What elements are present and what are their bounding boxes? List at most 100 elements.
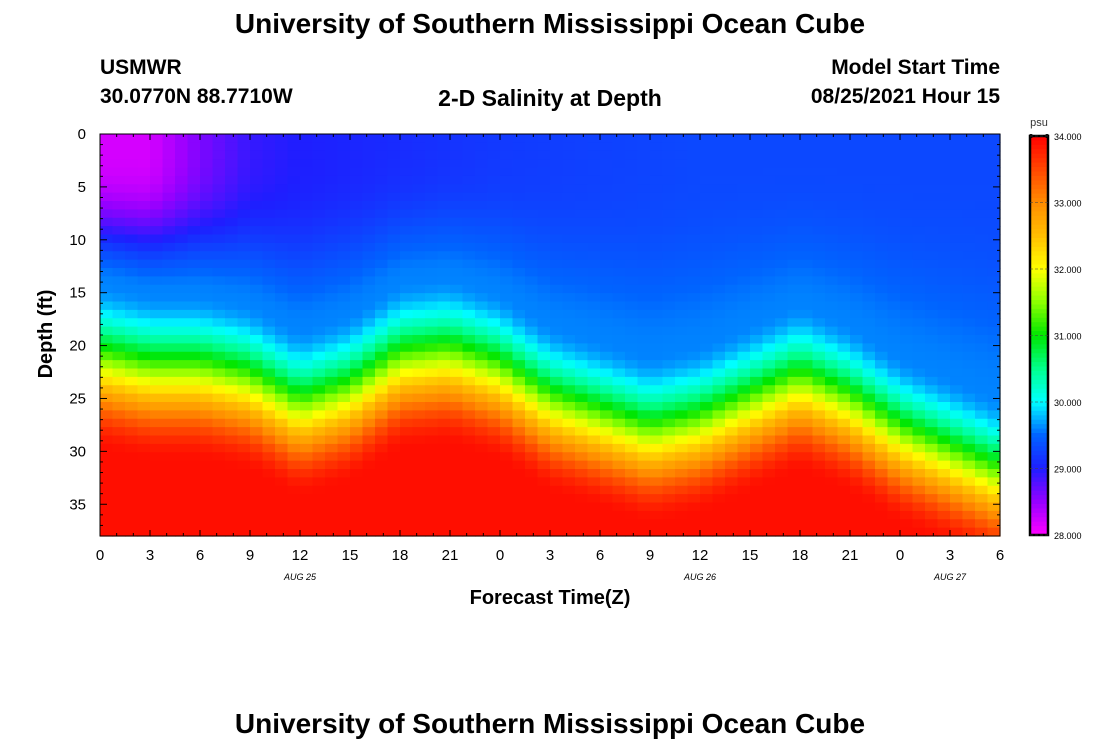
heatmap-cell xyxy=(112,410,126,420)
heatmap-cell xyxy=(662,142,676,152)
heatmap-cell xyxy=(837,418,851,428)
heatmap-cell xyxy=(250,452,264,462)
heatmap-cell xyxy=(487,435,501,445)
heatmap-cell xyxy=(512,184,526,194)
heatmap-cell xyxy=(212,494,226,504)
heatmap-cell xyxy=(662,360,676,370)
heatmap-cell xyxy=(125,519,139,529)
heatmap-cell xyxy=(862,360,876,370)
heatmap-cell xyxy=(450,494,464,504)
heatmap-cell xyxy=(800,460,814,470)
heatmap-cell xyxy=(500,376,514,386)
heatmap-cell xyxy=(862,217,876,227)
heatmap-cell xyxy=(537,318,551,328)
x-tick-label: 3 xyxy=(946,547,954,564)
heatmap-cell xyxy=(637,376,651,386)
heatmap-cell xyxy=(925,301,939,311)
heatmap-cell xyxy=(787,485,801,495)
heatmap-cell xyxy=(700,460,714,470)
heatmap-cell xyxy=(525,519,539,529)
heatmap-cell xyxy=(275,142,289,152)
heatmap-cell xyxy=(500,368,514,378)
heatmap-cell xyxy=(650,175,664,185)
heatmap-cell xyxy=(362,251,376,261)
colorbar-segment xyxy=(1030,455,1048,461)
heatmap-cell xyxy=(887,142,901,152)
heatmap-cell xyxy=(375,343,389,353)
heatmap-cell xyxy=(887,159,901,169)
heatmap-cell xyxy=(562,159,576,169)
heatmap-cell xyxy=(125,385,139,395)
heatmap-cell xyxy=(387,293,401,303)
heatmap-cell xyxy=(550,343,564,353)
heatmap-cell xyxy=(512,335,526,344)
heatmap-cell xyxy=(300,393,314,403)
heatmap-cell xyxy=(337,175,351,185)
heatmap-cell xyxy=(300,242,314,252)
heatmap-cell xyxy=(875,201,889,210)
heatmap-cell xyxy=(350,217,364,227)
heatmap-cell xyxy=(125,159,139,169)
heatmap-cell xyxy=(712,485,726,495)
heatmap-cell xyxy=(437,284,451,294)
heatmap-cell xyxy=(637,134,651,143)
heatmap-cell xyxy=(287,519,301,529)
heatmap-cell xyxy=(250,510,264,520)
heatmap-cell xyxy=(800,343,814,353)
heatmap-cell xyxy=(912,360,926,370)
heatmap-cell xyxy=(675,443,689,453)
heatmap-cell xyxy=(262,410,276,420)
heatmap-cell xyxy=(987,360,1001,370)
heatmap-cell xyxy=(100,293,114,303)
heatmap-cell xyxy=(500,427,514,437)
heatmap-cell xyxy=(625,343,639,353)
heatmap-cell xyxy=(987,251,1001,261)
heatmap-cell xyxy=(837,527,851,537)
heatmap-cell xyxy=(425,494,439,504)
heatmap-cell xyxy=(775,393,789,403)
heatmap-cell xyxy=(537,301,551,311)
colorbar-segment xyxy=(1030,255,1048,261)
heatmap-cells xyxy=(100,134,1001,537)
heatmap-cell xyxy=(825,142,839,152)
heatmap-cell xyxy=(350,268,364,277)
y-tick-label: 20 xyxy=(69,338,86,355)
heatmap-cell xyxy=(225,192,239,202)
heatmap-cell xyxy=(887,309,901,319)
heatmap-cell xyxy=(212,309,226,319)
heatmap-cell xyxy=(837,368,851,378)
heatmap-cell xyxy=(275,242,289,252)
heatmap-cell xyxy=(837,192,851,202)
heatmap-cell xyxy=(637,192,651,202)
heatmap-cell xyxy=(950,318,964,328)
heatmap-cell xyxy=(512,301,526,311)
heatmap-cell xyxy=(162,309,176,319)
heatmap-cell xyxy=(312,418,326,428)
heatmap-cell xyxy=(750,184,764,194)
heatmap-cell xyxy=(287,209,301,219)
heatmap-cell xyxy=(637,217,651,227)
heatmap-cell xyxy=(450,259,464,269)
colorbar-segment xyxy=(1030,437,1048,443)
heatmap-cell xyxy=(900,351,914,361)
heatmap-cell xyxy=(787,268,801,277)
heatmap-cell xyxy=(487,226,501,236)
heatmap-cell xyxy=(437,351,451,361)
heatmap-cell xyxy=(687,175,701,185)
heatmap-cell xyxy=(425,318,439,328)
heatmap-cell xyxy=(962,175,976,185)
heatmap-cell xyxy=(250,494,264,504)
heatmap-cell xyxy=(800,259,814,269)
heatmap-cell xyxy=(612,209,626,219)
heatmap-cell xyxy=(762,385,776,395)
heatmap-cell xyxy=(837,502,851,512)
heatmap-cell xyxy=(712,209,726,219)
heatmap-cell xyxy=(562,527,576,537)
heatmap-cell xyxy=(575,460,589,470)
heatmap-cell xyxy=(500,226,514,236)
colorbar-segment xyxy=(1030,326,1048,332)
heatmap-cell xyxy=(512,368,526,378)
heatmap-cell xyxy=(900,192,914,202)
heatmap-cell xyxy=(875,184,889,194)
heatmap-cell xyxy=(512,201,526,210)
